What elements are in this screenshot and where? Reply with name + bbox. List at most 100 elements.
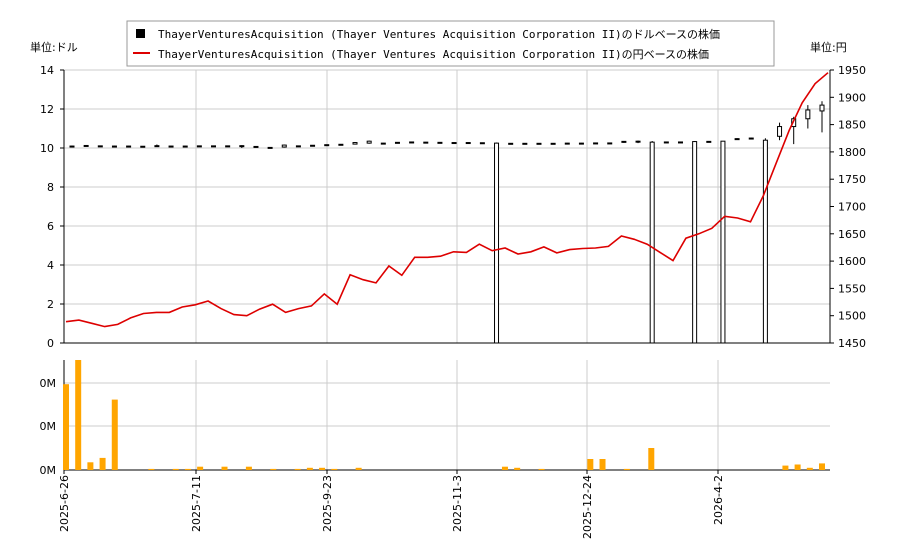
candle-body <box>295 145 301 148</box>
candle-body <box>748 137 754 140</box>
candle-body <box>706 140 712 143</box>
candle-body <box>508 142 514 145</box>
volume-bar <box>331 468 338 470</box>
candle-body <box>140 145 146 148</box>
volume-axis-tick-label: 0M <box>40 420 57 433</box>
right-axis-tick-label: 1900 <box>838 91 866 104</box>
right-axis-tick-label: 1600 <box>838 255 866 268</box>
candle-body <box>168 145 174 148</box>
right-axis-tick-label: 1450 <box>838 337 866 350</box>
right-axis-tick-label: 1650 <box>838 228 866 241</box>
volume-bar <box>184 468 191 470</box>
volume-bar <box>794 464 801 470</box>
candle-body <box>69 145 75 148</box>
volume-bar <box>172 468 179 470</box>
candle-body <box>437 141 443 144</box>
candle-body <box>126 145 132 148</box>
candle-body <box>324 144 330 147</box>
legend-swatch-usd <box>136 29 145 38</box>
candle-body <box>352 142 358 145</box>
candle-body <box>239 145 245 148</box>
right-unit-label: 単位:円 <box>810 40 847 54</box>
volume-bar <box>538 468 545 470</box>
candle-body <box>97 145 103 148</box>
legend-label-jpy: ThayerVenturesAcquisition (Thayer Ventur… <box>158 47 709 61</box>
candle-body <box>111 145 117 148</box>
candle-body <box>593 142 599 145</box>
volume-bar <box>806 467 813 470</box>
volume-bar <box>319 467 326 470</box>
candle-body <box>465 142 471 145</box>
volume-axis-tick-label: 0M <box>40 464 57 477</box>
candle-body <box>253 145 259 148</box>
x-axis-tick-label: 2025-9-23 <box>321 475 334 532</box>
right-axis-tick-label: 1500 <box>838 310 866 323</box>
volume-bar <box>306 467 313 470</box>
left-axis-tick-label: 14 <box>40 64 54 77</box>
candle-body <box>692 141 698 344</box>
candle-body <box>281 144 287 148</box>
left-axis-tick-label: 10 <box>40 142 54 155</box>
volume-bar <box>294 468 301 470</box>
x-axis-tick-label: 2025-6-26 <box>58 475 71 532</box>
legend-label-usd: ThayerVenturesAcquisition (Thayer Ventur… <box>158 27 720 41</box>
candle-body <box>564 142 570 145</box>
volume-bar <box>819 463 825 470</box>
tick-labels: 単位:ドル 単位:円 0 2 4 6 8 10 12 14 1450 1500 1550 1600 1650… <box>30 40 866 539</box>
candle-body <box>394 141 400 144</box>
x-axis-tick-label: 2025-11-3 <box>451 475 464 532</box>
candle-body <box>805 109 811 120</box>
candle-body <box>423 141 429 144</box>
left-axis-tick-label: 8 <box>47 181 54 194</box>
volume-bar <box>99 457 106 470</box>
volume-bar <box>148 468 155 470</box>
x-axis-tick-label: 2026-4-2 <box>712 475 725 525</box>
volume-bar <box>75 360 82 470</box>
volume-bar <box>355 467 362 470</box>
candle-body <box>338 143 344 146</box>
volume-bar <box>197 466 204 470</box>
volume-bar <box>87 462 94 470</box>
candle-body <box>578 142 584 145</box>
candlestick-series <box>69 101 825 344</box>
right-axis-tick-label: 1850 <box>838 119 866 132</box>
candle-body <box>649 141 655 344</box>
grid <box>63 69 830 471</box>
candle-body <box>479 142 485 145</box>
legend-box <box>126 20 775 67</box>
candle-body <box>225 145 231 148</box>
candle-body <box>83 144 89 147</box>
yen-line-path <box>65 72 829 328</box>
volume-bar <box>782 465 789 470</box>
volume-axis-tick-label: 0M <box>40 377 57 390</box>
candle-body <box>196 145 202 148</box>
left-axis-tick-label: 0 <box>47 337 54 350</box>
volume-bar <box>587 459 594 470</box>
candle-body <box>635 140 641 143</box>
volume-bar <box>648 448 655 470</box>
candle-body <box>154 145 160 148</box>
volume-bar <box>270 468 277 470</box>
right-axis-tick-label: 1800 <box>838 146 866 159</box>
candle-body <box>494 142 500 344</box>
yen-price-line <box>65 72 829 328</box>
left-axis-tick-label: 12 <box>40 103 54 116</box>
volume-bars <box>63 360 825 470</box>
candle-body <box>522 142 528 145</box>
candle-body <box>536 142 542 145</box>
volume-bar <box>623 468 630 470</box>
volume-bar <box>514 467 521 470</box>
x-axis-tick-label: 2025-12-24 <box>581 475 594 539</box>
x-axis-tick-label: 2025-7-11 <box>190 475 203 532</box>
candle-body <box>720 140 726 344</box>
candle-body <box>451 142 457 145</box>
volume-bar <box>501 466 508 470</box>
volume-bar <box>245 466 252 470</box>
left-axis-tick-label: 2 <box>47 298 54 311</box>
right-axis-tick-label: 1550 <box>838 282 866 295</box>
candle-body <box>182 145 188 148</box>
volume-bar <box>111 399 118 470</box>
candle-body <box>777 126 783 137</box>
